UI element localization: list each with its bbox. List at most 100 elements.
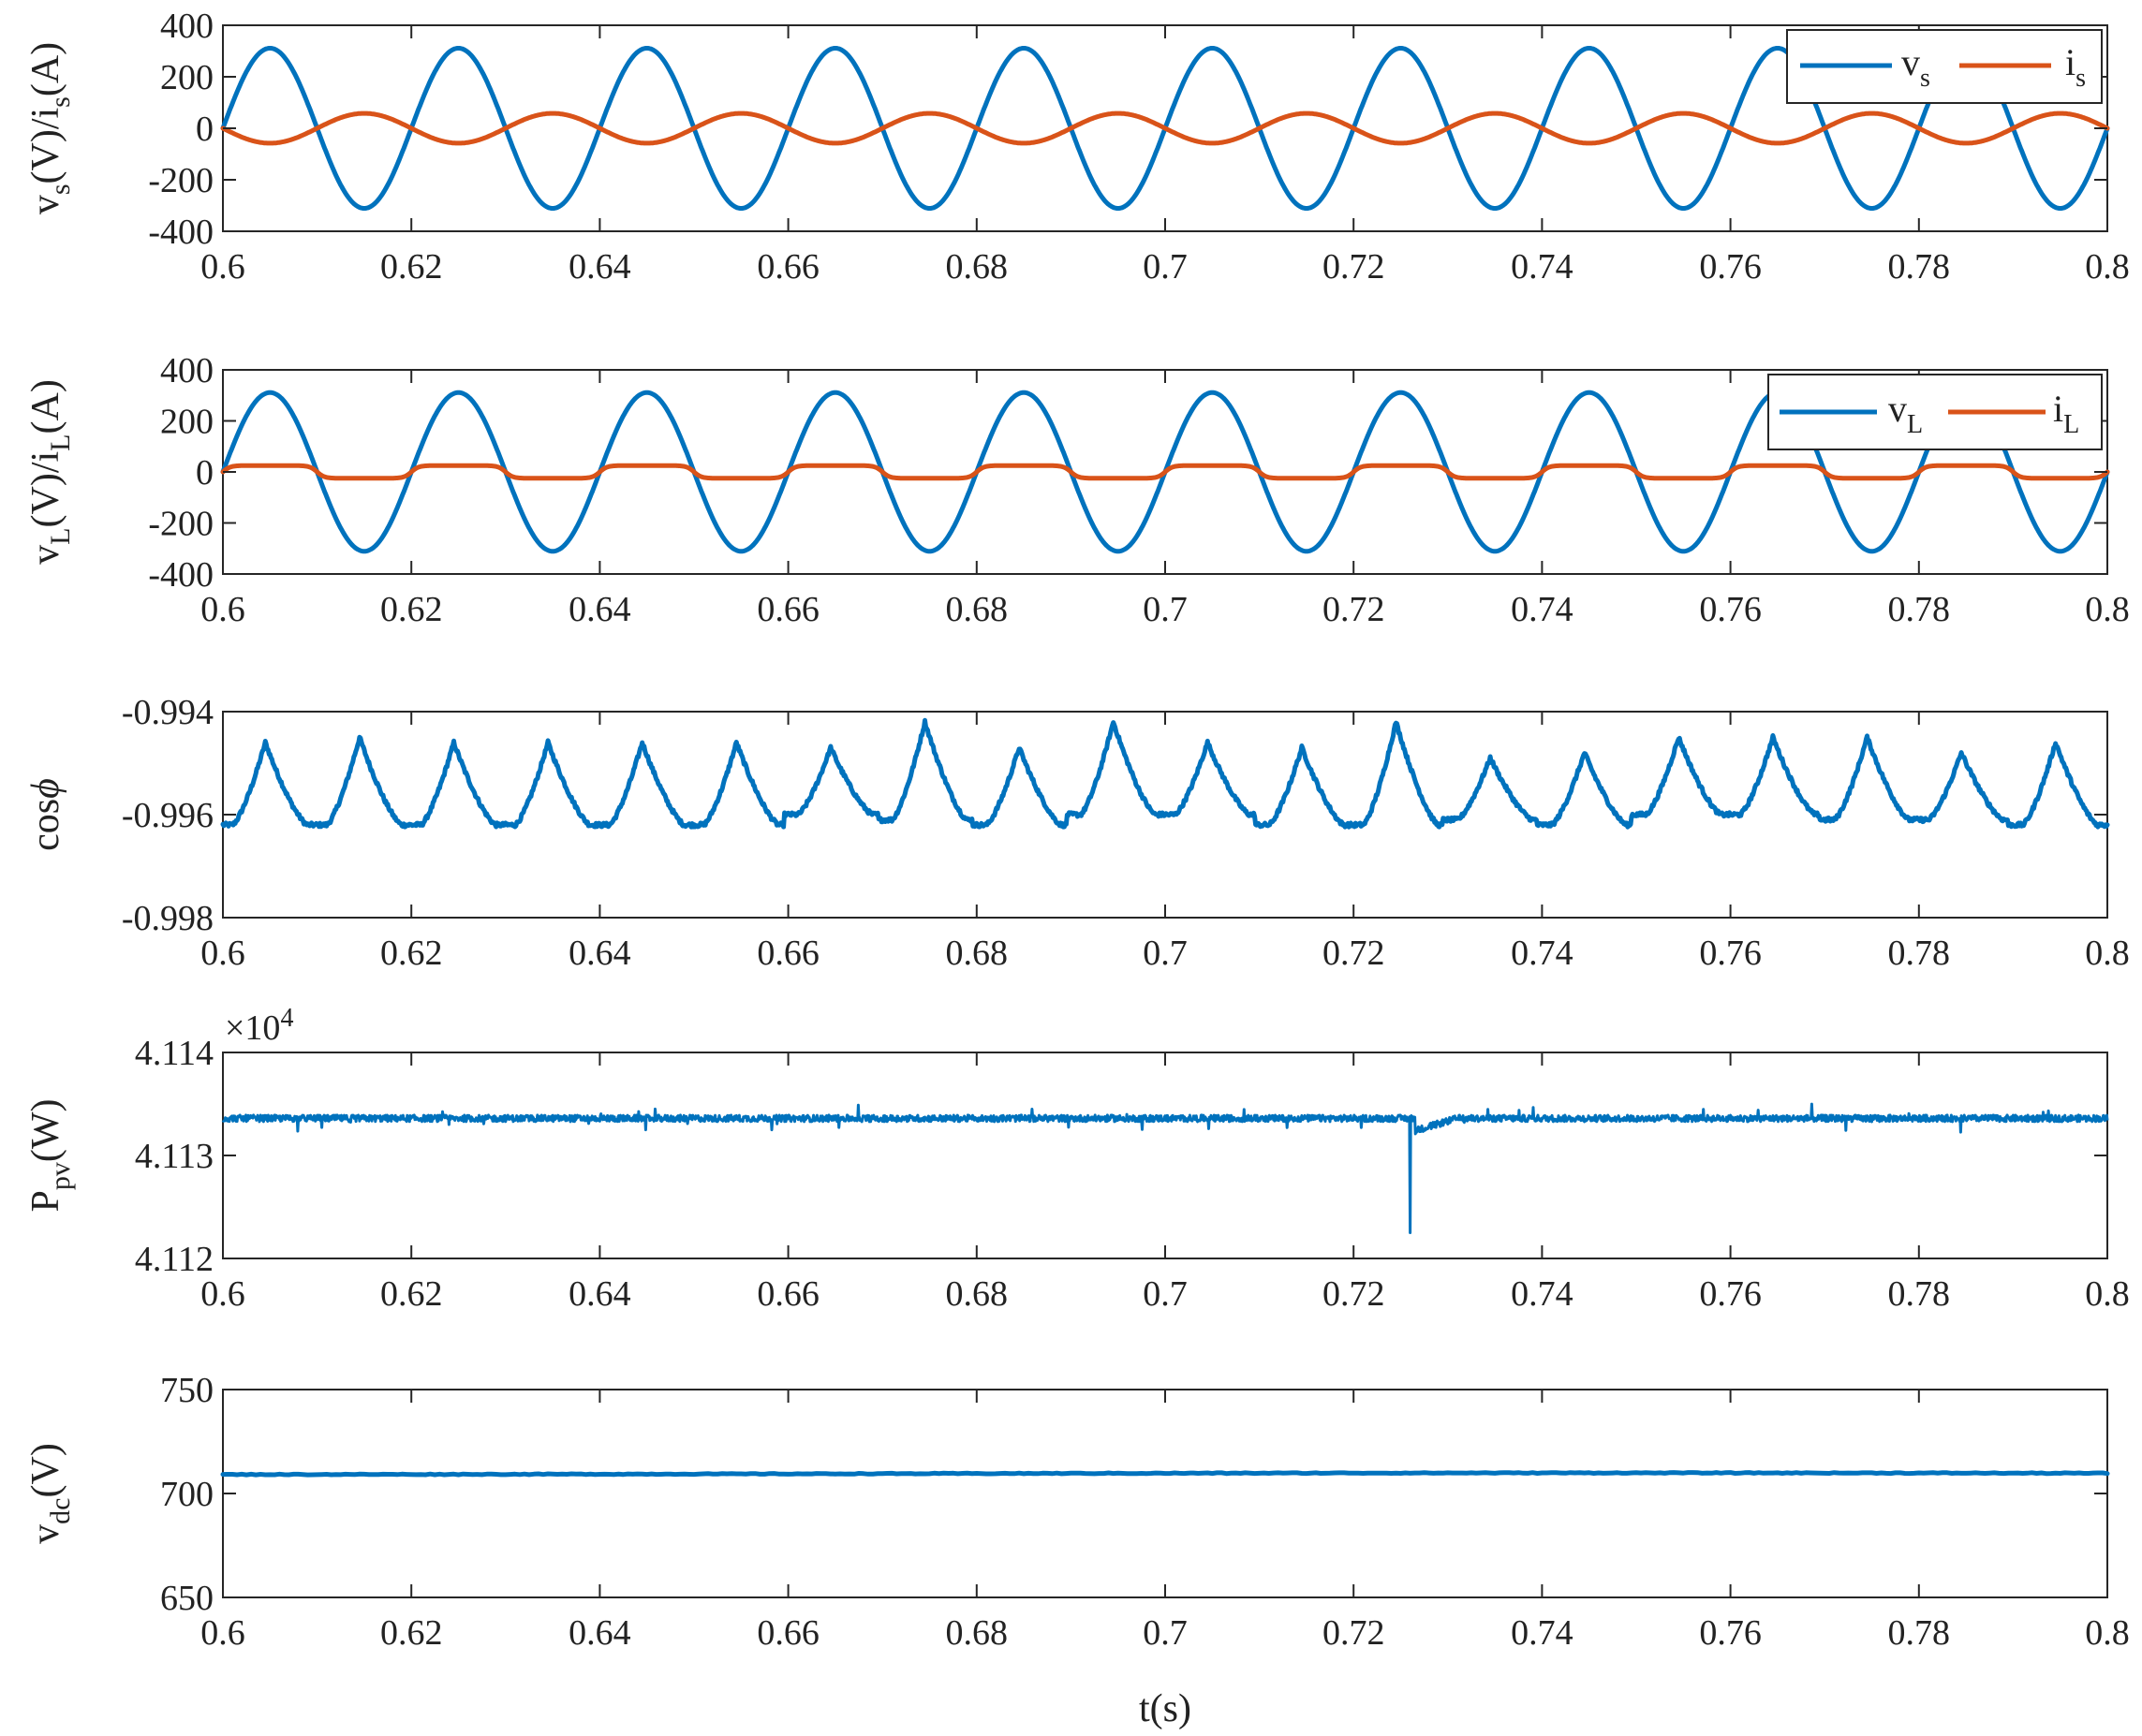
panel-5-plot (220, 1470, 2110, 1478)
x-tick-label: 0.74 (1511, 934, 1573, 973)
x-tick-label: 0.7 (1143, 934, 1188, 973)
panel-3-yticks: -0.994 -0.996 -0.998 (122, 693, 2107, 938)
y-tick-label: 400 (160, 351, 214, 390)
panel-2-yticks: 400 200 0 -200 -400 (148, 351, 2107, 595)
x-tick-label: 0.64 (569, 934, 631, 973)
y-tick-label: 200 (160, 403, 214, 442)
x-tick-label: 0.68 (946, 934, 1009, 973)
x-tick-label: 0.72 (1322, 247, 1385, 287)
x-tick-label: 0.8 (2085, 934, 2130, 973)
x-tick-label: 0.78 (1888, 247, 1951, 287)
panel-4-ylabel: Ppv(W) (24, 1099, 76, 1213)
x-tick-label: 0.62 (380, 1274, 443, 1314)
y-tick-label: -400 (148, 555, 214, 595)
x-tick-label: 0.64 (569, 1613, 631, 1653)
x-tick-label: 0.64 (569, 1274, 631, 1314)
x-tick-label: 0.8 (2085, 1274, 2130, 1314)
series-cosphi (220, 717, 2110, 830)
panel-2-legend: vL iL (1767, 374, 2103, 450)
x-tick-label: 0.74 (1511, 247, 1573, 287)
series-iL (220, 463, 2110, 481)
x-tick-label: 0.76 (1699, 934, 1762, 973)
x-tick-label: 0.6 (200, 1613, 245, 1653)
x-tick-label: 0.6 (200, 590, 245, 629)
y-tick-label: 200 (160, 58, 214, 97)
x-tick-label: 0.74 (1511, 590, 1573, 629)
panel-5-xticks: 0.6 0.62 0.64 0.66 0.68 0.7 0.72 0.74 0.76 0.78 0.… (200, 1390, 2130, 1653)
panel-3-plot (220, 717, 2110, 830)
x-tick-label: 0.72 (1322, 934, 1385, 973)
x-tick-label: 0.7 (1143, 247, 1188, 287)
x-tick-label: 0.76 (1699, 1613, 1762, 1653)
x-tick-label: 0.64 (569, 247, 631, 287)
x-axis-label: t(s) (1139, 1687, 1191, 1730)
panel-5-yticks: 750 700 650 (160, 1371, 2107, 1618)
y-tick-label: 4.114 (135, 1034, 214, 1073)
x-tick-label: 0.72 (1322, 590, 1385, 629)
y-tick-label: -0.998 (122, 899, 214, 938)
x-tick-label: 0.7 (1143, 1274, 1188, 1314)
x-tick-label: 0.68 (946, 1613, 1009, 1653)
panel-vl-il: 0.6 0.62 0.64 0.66 0.68 0.7 0.72 0.74 0.76 0.78 0.… (24, 351, 2130, 629)
series-is (220, 110, 2110, 146)
x-tick-label: 0.64 (569, 590, 631, 629)
x-tick-label: 0.7 (1143, 590, 1188, 629)
x-tick-label: 0.62 (380, 247, 443, 287)
y-tick-label: 0 (196, 453, 214, 493)
y-tick-label: 700 (160, 1475, 214, 1514)
panel-1-legend-label-vs: vs (1901, 41, 1930, 93)
series-Ppv (221, 1102, 2109, 1234)
panel-1-ylabel: vs(V)/is(A) (24, 42, 76, 214)
x-tick-label: 0.78 (1888, 590, 1951, 629)
panel-1-yticks: 400 200 0 -200 -400 (148, 7, 2107, 252)
x-tick-label: 0.8 (2085, 247, 2130, 287)
x-tick-label: 0.74 (1511, 1274, 1573, 1314)
panel-3-ylabel: cosϕ (24, 778, 67, 851)
panel-5-axes (222, 1389, 2108, 1598)
panel-4-axes (222, 1052, 2108, 1259)
x-tick-label: 0.72 (1322, 1613, 1385, 1653)
y-tick-label: 0 (196, 110, 214, 149)
panel-cosphi: 0.6 0.62 0.64 0.66 0.68 0.7 0.72 0.74 0.76 0.78 0.… (24, 693, 2130, 973)
panel-2-xticks: 0.6 0.62 0.64 0.66 0.68 0.7 0.72 0.74 0.76 0.78 0.… (200, 370, 2130, 629)
panel-1-legend: vs is (1786, 29, 2103, 104)
x-tick-label: 0.68 (946, 590, 1009, 629)
y-tick-label: 750 (160, 1371, 214, 1410)
panel-4-plot (221, 1102, 2109, 1234)
x-tick-label: 0.72 (1322, 1274, 1385, 1314)
x-tick-label: 0.78 (1888, 934, 1951, 973)
y-tick-label: 4.112 (135, 1240, 214, 1279)
x-tick-label: 0.8 (2085, 1613, 2130, 1653)
x-tick-label: 0.74 (1511, 1613, 1573, 1653)
y-tick-label: -200 (148, 505, 214, 544)
panel-1-legend-label-is: is (2065, 41, 2086, 93)
x-tick-label: 0.78 (1888, 1613, 1951, 1653)
x-tick-label: 0.66 (757, 590, 820, 629)
x-tick-label: 0.62 (380, 1613, 443, 1653)
y-tick-label: -0.994 (122, 693, 214, 732)
x-tick-label: 0.62 (380, 590, 443, 629)
y-tick-label: -200 (148, 161, 214, 200)
x-tick-label: 0.8 (2085, 590, 2130, 629)
panel-vdc: 0.6 0.62 0.64 0.66 0.68 0.7 0.72 0.74 0.76 0.78 0.… (24, 1371, 2130, 1653)
x-tick-label: 0.68 (946, 1274, 1009, 1314)
series-vdc (220, 1470, 2110, 1478)
x-tick-label: 0.66 (757, 1274, 820, 1314)
x-tick-label: 0.68 (946, 247, 1009, 287)
panel-3-xticks: 0.6 0.62 0.64 0.66 0.68 0.7 0.72 0.74 0.76 0.78 0.… (200, 712, 2130, 973)
x-tick-label: 0.6 (200, 934, 245, 973)
x-tick-label: 0.6 (200, 247, 245, 287)
panel-4-yticks: 4.114 4.113 4.112 (135, 1034, 2107, 1279)
y-tick-label: 650 (160, 1579, 214, 1618)
y-tick-label: -0.996 (122, 796, 214, 835)
panel-2-legend-label-il: iL (2053, 388, 2079, 439)
x-tick-label: 0.76 (1699, 247, 1762, 287)
x-tick-label: 0.66 (757, 1613, 820, 1653)
x-tick-label: 0.66 (757, 934, 820, 973)
panel-1-xticks: 0.6 0.62 0.64 0.66 0.68 0.7 0.72 0.74 0.76 0.78 0.… (200, 25, 2130, 287)
y-tick-label: 400 (160, 7, 214, 46)
x-tick-label: 0.6 (200, 1274, 245, 1314)
x-tick-label: 0.62 (380, 934, 443, 973)
panel-5-ylabel: vdc(V) (24, 1443, 76, 1544)
panel-2-ylabel: vL(V)/iL(A) (24, 379, 76, 565)
